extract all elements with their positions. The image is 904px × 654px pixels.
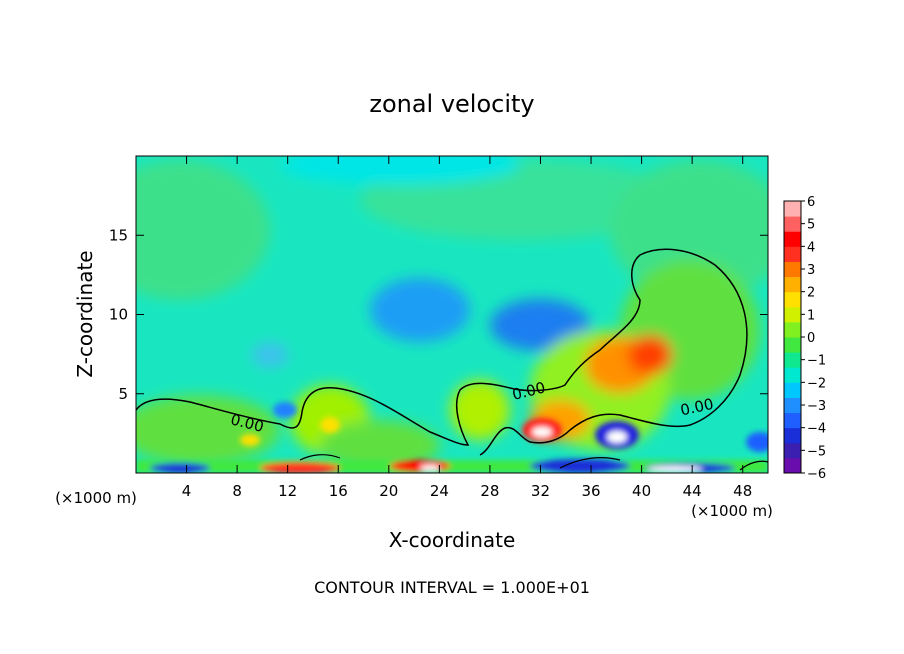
colorbar-swatch bbox=[784, 442, 801, 459]
colorbar-swatch bbox=[784, 337, 801, 353]
colorbar-tick-label: 5 bbox=[807, 218, 815, 233]
colorbar-swatch bbox=[784, 201, 801, 217]
x-tick-label: 12 bbox=[278, 482, 297, 500]
colorbar-tick-label: −3 bbox=[807, 399, 826, 414]
colorbar-swatch bbox=[784, 367, 801, 383]
colorbar-swatch bbox=[784, 321, 801, 338]
colorbar-swatch bbox=[784, 216, 801, 232]
colorbar-swatch bbox=[784, 412, 801, 429]
colorbar-swatch bbox=[784, 397, 801, 414]
colorbar-tick-label: 1 bbox=[807, 308, 815, 323]
x-tick-label: 4 bbox=[182, 482, 192, 500]
colorbar-tick-label: 0 bbox=[807, 331, 815, 346]
colorbar-tick-label: 2 bbox=[807, 286, 815, 301]
y-tick-label: 5 bbox=[118, 385, 128, 403]
colorbar-tick-label: −1 bbox=[807, 354, 826, 369]
x-tick-label: 40 bbox=[632, 482, 651, 500]
colorbar-swatch bbox=[784, 246, 801, 262]
colorbar-tick-label: 3 bbox=[807, 263, 815, 278]
colorbar-tick-label: −5 bbox=[807, 444, 826, 459]
chart-title: zonal velocity bbox=[369, 90, 534, 118]
x-tick-label: 28 bbox=[480, 482, 499, 500]
y-unit-label: (×1000 m) bbox=[55, 489, 137, 507]
y-tick-label: 10 bbox=[109, 306, 128, 324]
colorbar-swatch bbox=[784, 261, 801, 278]
x-tick-label: 48 bbox=[733, 482, 752, 500]
colorbar-swatch bbox=[784, 457, 801, 474]
x-tick-label: 36 bbox=[581, 482, 600, 500]
y-tick-label: 15 bbox=[109, 226, 128, 244]
colorbar-swatch bbox=[784, 306, 801, 323]
x-axis-label: X-coordinate bbox=[389, 528, 516, 552]
x-tick-label: 24 bbox=[430, 482, 449, 500]
colorbar-swatch bbox=[784, 276, 801, 293]
colorbar-tick-label: −2 bbox=[807, 376, 826, 391]
colorbar-swatch bbox=[784, 231, 801, 247]
y-axis-label: Z-coordinate bbox=[73, 250, 97, 377]
x-unit-label: (×1000 m) bbox=[691, 502, 773, 520]
colorbar-swatch bbox=[784, 291, 801, 308]
contour-interval-note: CONTOUR INTERVAL = 1.000E+01 bbox=[314, 578, 590, 597]
colorbar-tick-label: 6 bbox=[807, 195, 815, 210]
heatmap-field bbox=[136, 156, 768, 473]
x-tick-label: 44 bbox=[683, 482, 702, 500]
colorbar-swatch bbox=[784, 427, 801, 444]
colorbar-swatch bbox=[784, 352, 801, 368]
x-tick-label: 8 bbox=[232, 482, 242, 500]
colorbar-tick-label: −4 bbox=[807, 422, 826, 437]
x-tick-label: 20 bbox=[379, 482, 398, 500]
colorbar-tick-label: −6 bbox=[807, 467, 826, 482]
x-axis-ticks: 4 8 12 16 20 24 28 32 36 40 44 48 bbox=[182, 156, 752, 500]
colorbar-swatch bbox=[784, 382, 801, 398]
colorbar-tick-label: 4 bbox=[807, 240, 815, 255]
x-tick-label: 16 bbox=[329, 482, 348, 500]
x-tick-label: 32 bbox=[531, 482, 550, 500]
colorbar: 6 5 4 3 2 1 0 −1 −2 −3 −4 −5 −6 bbox=[783, 195, 826, 482]
y-axis-ticks: 5 10 15 bbox=[109, 226, 768, 403]
